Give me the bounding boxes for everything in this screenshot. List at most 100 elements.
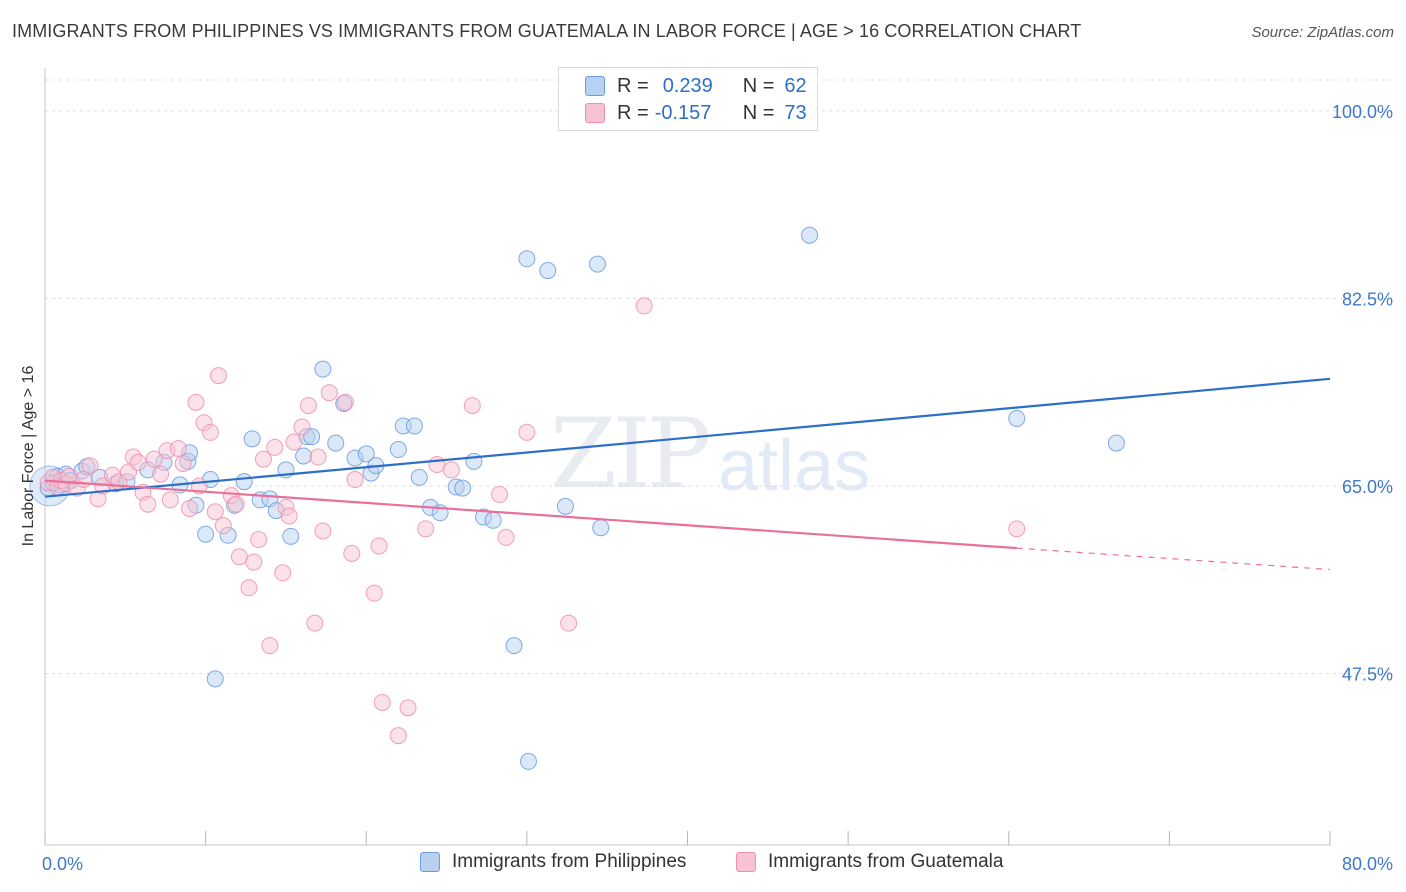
- guatemala-point: [417, 520, 435, 538]
- guatemala-point: [81, 457, 99, 475]
- guatemala-point: [187, 393, 205, 411]
- philippines-point: [295, 447, 313, 465]
- guatemala-point: [254, 450, 272, 468]
- chart-title: IMMIGRANTS FROM PHILIPPINES VS IMMIGRANT…: [12, 21, 1082, 41]
- philippines-point: [327, 434, 345, 452]
- philippines-point: [410, 468, 428, 486]
- legend-row-guatemala: R = -0.157 N = 73: [585, 100, 807, 126]
- guatemala-trend-line: [44, 479, 1017, 550]
- guatemala-point: [174, 454, 192, 472]
- guatemala-point: [266, 438, 284, 456]
- guatemala-point: [306, 614, 324, 632]
- guatemala-point: [145, 450, 163, 468]
- legend-item-guatemala: Immigrants from Guatemala: [736, 851, 1003, 873]
- x-tick-label-max: 80.0%: [1342, 854, 1393, 874]
- guatemala-point: [299, 397, 317, 415]
- philippines-point: [206, 670, 224, 688]
- y-tick-label: 47.5%: [1342, 665, 1393, 685]
- guatemala-point: [129, 453, 147, 471]
- x-tick-label-min: 0.0%: [42, 854, 83, 874]
- guatemala-point: [343, 544, 361, 562]
- guatemala-point: [370, 537, 388, 555]
- guatemala-point: [491, 486, 509, 504]
- source-label: Source: ZipAtlas.com: [1251, 24, 1394, 41]
- guatemala-point: [250, 531, 268, 549]
- guatemala-point: [139, 495, 157, 513]
- philippines-point: [243, 430, 261, 448]
- guatemala-point: [399, 699, 417, 717]
- philippines-point: [389, 441, 407, 459]
- y-tick-label: 100.0%: [1332, 102, 1393, 122]
- philippines-point: [592, 519, 610, 537]
- watermark-atlas: atlas: [718, 426, 871, 506]
- guatemala-point: [497, 528, 515, 546]
- philippines-point: [454, 479, 472, 497]
- philippines-trend-line: [44, 377, 1331, 498]
- philippines-point: [539, 262, 557, 280]
- guatemala-point: [274, 564, 292, 582]
- watermark-zip: ZIP: [550, 398, 711, 510]
- guatemala-point: [280, 507, 298, 525]
- guatemala-point: [245, 553, 263, 571]
- correlation-legend: R = 0.239 N = 62 R = -0.157 N = 73: [558, 67, 818, 131]
- guatemala-point: [209, 367, 227, 385]
- philippines-point: [1008, 409, 1026, 427]
- guatemala-point: [230, 548, 248, 566]
- philippines-point: [282, 527, 300, 545]
- guatemala-point: [152, 465, 170, 483]
- guatemala-point: [181, 499, 199, 517]
- legend-label-philippines: Immigrants from Philippines: [452, 851, 687, 872]
- legend-r-label: R =: [617, 101, 649, 124]
- guatemala-point: [309, 448, 327, 466]
- legend-swatch-blue: [585, 76, 605, 96]
- philippines-point: [589, 255, 607, 273]
- guatemala-point: [320, 384, 338, 402]
- guatemala-point: [389, 727, 407, 745]
- guatemala-point: [428, 456, 446, 474]
- guatemala-point: [635, 297, 653, 315]
- philippines-point: [314, 360, 332, 378]
- legend-n-label: N =: [742, 74, 775, 97]
- legend-r-value: 0.239: [662, 74, 713, 97]
- guatemala-point: [201, 423, 219, 441]
- philippines-point: [519, 752, 537, 770]
- legend-swatch-pink: [736, 852, 756, 872]
- legend-row-philippines: R = 0.239 N = 62: [585, 73, 807, 99]
- guatemala-point: [336, 393, 354, 411]
- legend-item-philippines: Immigrants from Philippines: [420, 851, 686, 873]
- guatemala-point: [161, 491, 179, 509]
- philippines-point: [505, 637, 523, 655]
- philippines-point: [484, 511, 502, 529]
- philippines-point: [405, 417, 423, 435]
- philippines-point: [518, 250, 536, 268]
- legend-r-label: R =: [617, 74, 649, 97]
- y-tick-label: 82.5%: [1342, 289, 1393, 309]
- guatemala-trend-extension: [1016, 547, 1331, 571]
- guatemala-point: [227, 495, 245, 513]
- legend-label-guatemala: Immigrants from Guatemala: [768, 851, 1004, 872]
- guatemala-point: [373, 693, 391, 711]
- guatemala-point: [206, 503, 224, 521]
- legend-n-label: N =: [742, 101, 775, 124]
- philippines-point: [235, 473, 253, 491]
- legend-swatch-blue: [420, 852, 440, 872]
- philippines-point: [556, 497, 574, 515]
- guatemala-point: [214, 517, 232, 535]
- guatemala-point: [314, 522, 332, 540]
- philippines-point: [465, 452, 483, 470]
- legend-r-value: -0.157: [654, 101, 712, 124]
- philippines-point: [801, 226, 819, 244]
- guatemala-point: [463, 397, 481, 415]
- legend-n-value: 62: [784, 74, 807, 97]
- guatemala-point: [285, 433, 303, 451]
- guatemala-point: [169, 439, 187, 457]
- legend-swatch-pink: [585, 103, 605, 123]
- guatemala-point: [518, 423, 536, 441]
- guatemala-point: [293, 418, 311, 436]
- guatemala-point: [442, 461, 460, 479]
- guatemala-point: [560, 614, 578, 632]
- guatemala-point: [1008, 520, 1026, 538]
- guatemala-point: [240, 579, 258, 597]
- y-tick-label: 65.0%: [1342, 477, 1393, 497]
